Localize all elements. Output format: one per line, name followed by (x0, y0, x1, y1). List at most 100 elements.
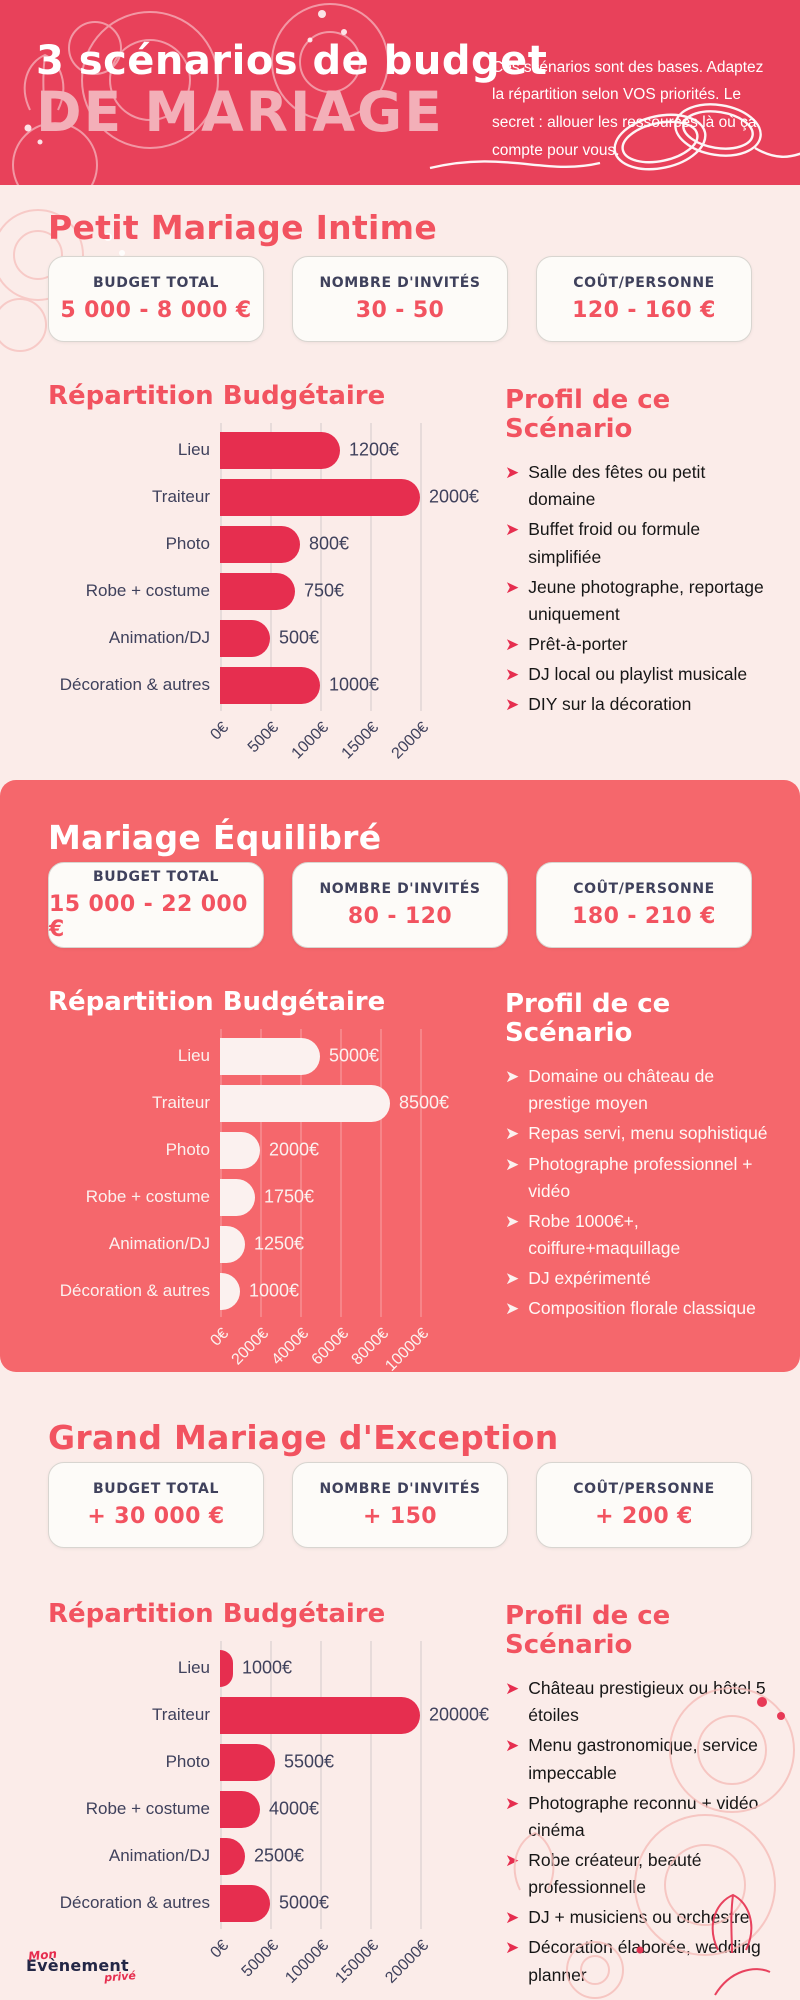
chart-row: Animation/DJ 500€ (48, 615, 518, 662)
chart-category-label: Robe + costume (85, 1187, 210, 1207)
bar-value-label: 5500€ (284, 1751, 335, 1772)
gridline (300, 1028, 302, 1317)
bar-track: 5500€ (220, 1743, 420, 1781)
stat-label: COÛT/PERSONNE (573, 1481, 715, 1497)
chart-category-label: Photo (165, 534, 210, 554)
chart-category-label: Robe + costume (85, 1799, 210, 1819)
budget-chart: Répartition Budgétaire Lieu 5000€ Traiteur… (48, 988, 518, 1375)
stat-value: 15 000 - 22 000 € (49, 891, 248, 942)
gridline (220, 422, 222, 711)
profile-item: ➤ Photographe reconnu + vidéo cinéma (505, 1790, 769, 1844)
chart-category-label: Lieu (177, 1046, 210, 1066)
profile-item: ➤ Menu gastronomique, service impeccable (505, 1732, 769, 1786)
profile-item-text: Prêt-à-porter (528, 633, 628, 654)
bar-track: 2000€ (220, 478, 479, 516)
stat-value: 120 - 160 € (572, 298, 716, 323)
profile-title: Profil de ce Scénario (505, 989, 671, 1048)
profile-item-text: Robe créateur, beauté professionnelle (528, 1849, 702, 1898)
chart-row: Lieu 5000€ (48, 1033, 518, 1080)
arrow-bullet-icon: ➤ (505, 1679, 520, 1699)
bar-value-label: 750€ (304, 580, 345, 601)
bar-track: 2500€ (220, 1837, 420, 1875)
arrow-bullet-icon: ➤ (505, 1154, 520, 1174)
stat-label: NOMBRE D'INVITÉS (319, 881, 481, 897)
profile-list: ➤ Salle des fêtes ou petit domaine ➤ Buffet… (505, 459, 769, 718)
bar-value-label: 1250€ (254, 1233, 305, 1254)
arrow-bullet-icon: ➤ (505, 1067, 520, 1087)
chart-row: Traiteur 20000€ (48, 1692, 518, 1739)
profile-item: ➤ Buffet froid ou formule simplifiée (505, 516, 769, 570)
profile-title: Profil de ce Scénario (505, 385, 671, 444)
arrow-bullet-icon: ➤ (505, 695, 520, 715)
profile-title: Profil de ce Scénario (505, 1601, 671, 1660)
profile-item: ➤ Robe 1000€+, coiffure+maquillage (505, 1208, 769, 1262)
gridline (420, 422, 422, 711)
bar: 5000€ (220, 1037, 379, 1075)
chart-category-label: Robe + costume (85, 581, 210, 601)
main-title: 3 scénarios de budget DE MARIAGE (36, 39, 547, 140)
profile-item-text: Robe 1000€+, coiffure+maquillage (528, 1210, 681, 1258)
bar-track: 500€ (220, 619, 420, 657)
stat-label: COÛT/PERSONNE (573, 881, 715, 897)
stat-card-cost-per-person: COÛT/PERSONNE 180 - 210 € (536, 862, 752, 948)
chart-category-label: Traiteur (152, 1093, 210, 1113)
bar-track: 1750€ (220, 1178, 420, 1216)
chart-row: Décoration & autres 1000€ (48, 1268, 518, 1315)
bar: 500€ (220, 619, 319, 657)
profile-item-text: DJ local ou playlist musicale (528, 664, 748, 685)
stat-card-budget: BUDGET TOTAL 15 000 - 22 000 € (48, 862, 264, 948)
chart-category-label: Décoration & autres (59, 1281, 210, 1301)
bar: 1000€ (220, 666, 379, 704)
bar: 750€ (220, 572, 344, 610)
chart-category-label: Photo (165, 1752, 210, 1772)
stat-value: 5 000 - 8 000 € (60, 298, 252, 323)
stat-card-budget: BUDGET TOTAL + 30 000 € (48, 1462, 264, 1548)
stat-value: + 30 000 € (87, 1504, 225, 1529)
chart-row: Robe + costume 750€ (48, 568, 518, 615)
chart-row: Photo 2000€ (48, 1127, 518, 1174)
bar: 8500€ (220, 1084, 449, 1122)
gridline (370, 422, 372, 711)
bar-value-label: 5000€ (279, 1892, 330, 1913)
chart-plot: Lieu 5000€ Traiteur 8500€ Photo 2000€ Robe + c… (48, 1028, 518, 1317)
gridline (320, 422, 322, 711)
stat-cards-row: BUDGET TOTAL 5 000 - 8 000 € NOMBRE D'IN… (48, 256, 752, 342)
profile-item: ➤ Décoration élaborée, wedding planner (505, 1934, 769, 1988)
bar-value-label: 1200€ (349, 439, 400, 460)
bar: 20000€ (220, 1696, 489, 1734)
stat-value: + 150 (362, 1504, 437, 1529)
x-axis: 0€ 5000€ 10000€ 15000€ 20000€ (207, 1927, 432, 1987)
chart-row: Robe + costume 4000€ (48, 1786, 518, 1833)
stat-label: NOMBRE D'INVITÉS (319, 1481, 481, 1497)
profile-item-text: Menu gastronomique, service impeccable (528, 1735, 758, 1783)
profile-item-text: Composition florale classique (528, 1298, 756, 1319)
chart-row: Photo 800€ (48, 521, 518, 568)
profile-item: ➤ Prêt-à-porter (505, 631, 769, 658)
arrow-bullet-icon: ➤ (505, 463, 520, 483)
gridline (420, 1640, 422, 1929)
bar-track: 750€ (220, 572, 420, 610)
stat-label: COÛT/PERSONNE (573, 275, 715, 291)
profile-item-text: Buffet froid ou formule simplifiée (528, 519, 701, 567)
x-axis: 0€ 2000€ 4000€ 6000€ 8000€ 10000€ (207, 1315, 432, 1375)
bar-value-label: 2000€ (429, 486, 480, 507)
bar-value-label: 2500€ (254, 1845, 305, 1866)
profile-item-text: DJ + musiciens ou orchestre (528, 1907, 750, 1928)
x-axis: 0€ 500€ 1000€ 1500€ 2000€ (207, 709, 432, 767)
chart-row: Lieu 1000€ (48, 1645, 518, 1692)
arrow-bullet-icon: ➤ (505, 665, 520, 685)
profile-item: ➤ Château prestigieux ou hôtel 5 étoiles (505, 1675, 769, 1729)
bar-value-label: 800€ (309, 533, 350, 554)
gridline (320, 1640, 322, 1929)
profile-item-text: DJ expérimenté (528, 1268, 651, 1289)
stat-card-guests: NOMBRE D'INVITÉS 30 - 50 (292, 256, 508, 342)
chart-category-label: Animation/DJ (108, 1846, 210, 1866)
profile-item-text: Domaine ou château de prestige moyen (528, 1066, 715, 1114)
chart-category-label: Animation/DJ (108, 628, 210, 648)
main-title-line2: DE MARIAGE (36, 80, 444, 145)
bar: 1000€ (220, 1649, 292, 1687)
stat-card-cost-per-person: COÛT/PERSONNE 120 - 160 € (536, 256, 752, 342)
bar-value-label: 4000€ (269, 1798, 320, 1819)
bar: 2000€ (220, 1131, 319, 1169)
profile-item-text: DIY sur la décoration (528, 694, 692, 715)
